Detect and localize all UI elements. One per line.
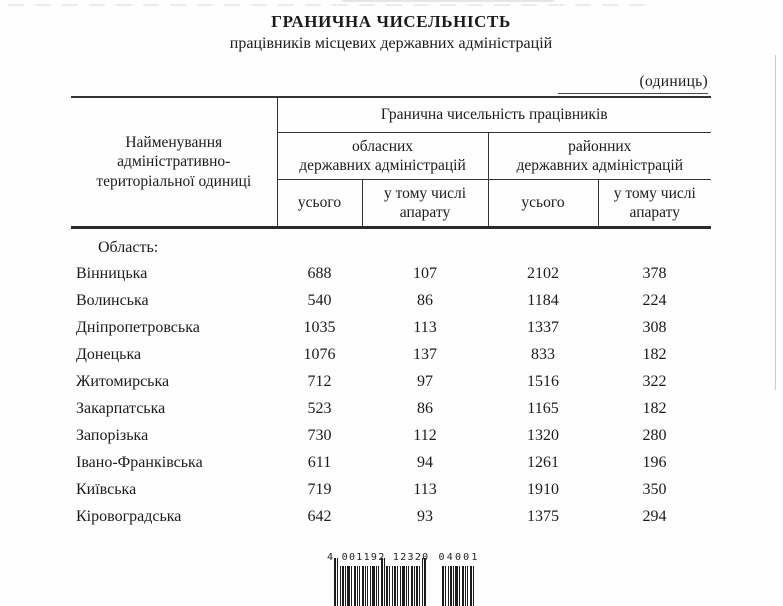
value-cell: 294	[642, 507, 667, 525]
value-cell: 107	[413, 264, 437, 282]
value-cell: 730	[307, 426, 332, 444]
units-note-underline	[558, 93, 708, 94]
value-cell: 182	[642, 345, 667, 363]
table-row: Донецька 1076 137 833 182	[71, 341, 711, 368]
value-cell: 1035	[303, 318, 336, 336]
table-body: Область: Вінницька 688 107 2102 378 Воли…	[71, 228, 711, 531]
region-name: Вінницька	[76, 264, 148, 282]
table-row: Запорізька 730 112 1320 280	[71, 422, 711, 449]
table-row: Волинська 540 86 1184 224	[71, 287, 711, 314]
value-cell: 1516	[527, 372, 559, 390]
region-name: Київська	[76, 480, 137, 498]
column-header-oblast-apparatus: у тому числі апарату	[362, 179, 489, 229]
value-cell: 322	[642, 372, 667, 390]
value-cell: 719	[307, 480, 332, 498]
region-name: Донецька	[76, 345, 142, 363]
region-name: Запорізька	[76, 426, 149, 444]
document-subtitle: працівників місцевих державних адміністр…	[229, 35, 553, 52]
scan-artifact-top-strip	[342, 0, 554, 2]
value-cell: 97	[417, 372, 433, 390]
barcode-main-text: 4 001192 12320	[327, 552, 430, 563]
value-cell: 137	[413, 345, 437, 363]
barcode-bars-addon	[442, 558, 475, 606]
value-cell: 1184	[527, 291, 559, 309]
barcode-bars-main	[334, 558, 428, 606]
table-row: Київська 719 113 1910 350	[71, 476, 711, 503]
value-cell: 350	[642, 480, 667, 498]
value-cell: 1320	[527, 426, 559, 444]
column-header-oblast-total: усього	[277, 179, 363, 229]
region-name: Івано-Франківська	[76, 453, 203, 471]
value-cell: 93	[417, 507, 433, 525]
document-title: ГРАНИЧНА ЧИСЕЛЬНІСТЬ	[271, 12, 511, 31]
column-header-raion-apparatus: у тому числі апарату	[598, 179, 711, 229]
value-cell: 1261	[527, 453, 559, 471]
value-cell: 611	[307, 453, 332, 471]
value-cell: 94	[417, 453, 433, 471]
region-name: Закарпатська	[76, 399, 166, 417]
column-header-admin-unit-name: Найменування адміністративно-територіаль…	[71, 96, 278, 229]
value-cell: 1165	[527, 399, 559, 417]
region-name: Житомирська	[76, 372, 170, 390]
column-header-raion-total: усього	[488, 179, 599, 229]
subgroup-label-line: державних адміністрацій	[299, 157, 466, 174]
value-cell: 1910	[527, 480, 559, 498]
barcode-digits: 4 001192 12320 04001	[327, 552, 487, 563]
region-name: Кіровоградська	[76, 507, 182, 525]
value-cell: 1375	[527, 507, 559, 525]
subgroup-label-line: державних адміністрацій	[516, 157, 684, 174]
value-cell: 113	[413, 480, 437, 498]
scan-artifact-right-line	[775, 55, 776, 390]
table-row: Вінницька 688 107 2102 378	[71, 260, 711, 287]
table-row: Закарпатська 523 86 1165 182	[71, 395, 711, 422]
value-cell: 378	[642, 264, 667, 282]
value-cell: 540	[307, 291, 332, 309]
value-cell: 523	[307, 399, 332, 417]
table-row: Кіровоградська 642 93 1375 294	[71, 503, 711, 530]
table-row: Івано-Франківська 611 94 1261 196	[71, 449, 711, 476]
value-cell: 688	[307, 264, 332, 282]
table-header: Найменування адміністративно-територіаль…	[71, 96, 711, 229]
value-cell: 224	[642, 291, 667, 309]
table-row: Житомирська 712 97 1516 322	[71, 368, 711, 395]
value-cell: 833	[531, 345, 555, 363]
value-cell: 182	[642, 399, 667, 417]
section-row: Область:	[71, 228, 711, 261]
units-note: (одиниць)	[639, 73, 708, 90]
section-label: Область:	[98, 239, 159, 256]
value-cell: 642	[307, 507, 332, 525]
value-cell: 1337	[527, 318, 559, 336]
scan-artifact-top-dashes	[8, 4, 648, 6]
value-cell: 1076	[303, 345, 336, 363]
region-name: Дніпропетровська	[76, 318, 200, 336]
value-cell: 712	[307, 372, 332, 390]
value-cell: 280	[642, 426, 667, 444]
value-cell: 196	[642, 453, 667, 471]
value-cell: 308	[642, 318, 667, 336]
subgroup-label-line: обласних	[351, 137, 414, 155]
column-header-group: Гранична чисельність працівників	[277, 96, 711, 133]
value-cell: 112	[413, 426, 437, 444]
value-cell: 2102	[527, 264, 559, 282]
barcode-addon-text: 04001	[438, 552, 480, 563]
subgroup-label-line: районних	[568, 137, 632, 155]
value-cell: 86	[417, 399, 433, 417]
column-header-raion-admins: районних державних адміністрацій	[488, 132, 711, 180]
table-row: Дніпропетровська 1035 113 1337 308	[71, 314, 711, 341]
staffing-limits-table: Найменування адміністративно-територіаль…	[71, 96, 711, 530]
value-cell: 86	[417, 291, 433, 309]
column-header-oblast-admins: обласних державних адміністрацій	[277, 132, 489, 180]
region-name: Волинська	[76, 291, 149, 309]
value-cell: 113	[413, 318, 437, 336]
